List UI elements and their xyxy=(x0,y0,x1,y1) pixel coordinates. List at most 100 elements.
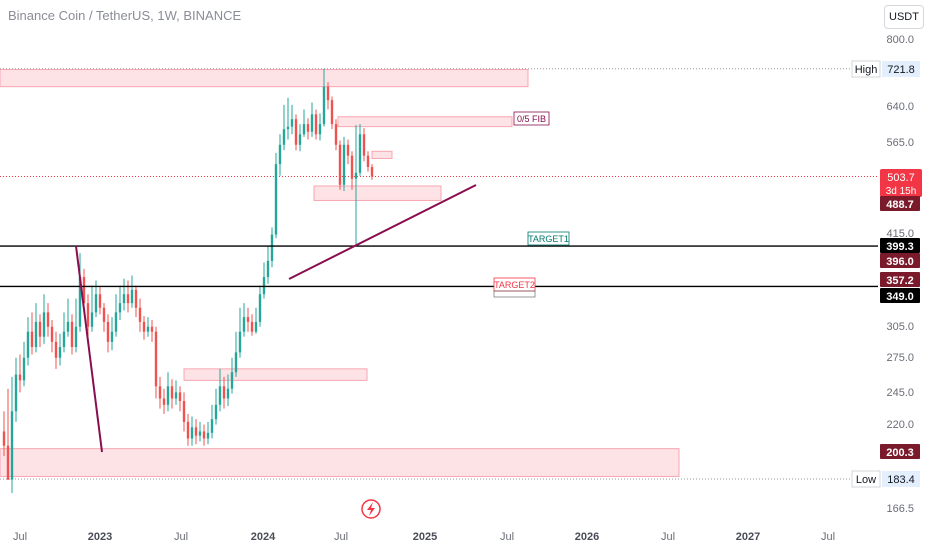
low-tag-value: 183.4 xyxy=(887,474,915,486)
x-tick-label: Jul xyxy=(334,531,348,543)
high-tag-caption: High xyxy=(855,64,878,76)
candle-body xyxy=(30,331,34,348)
candle-body xyxy=(274,164,278,235)
axis-layer: 800.0 640.0 565.0 415.0 305.0 275.0 245.0 220.0… xyxy=(13,34,914,543)
candle-body xyxy=(238,331,242,353)
candle-body xyxy=(326,86,330,101)
candle-body xyxy=(178,392,182,402)
candle-body xyxy=(102,307,106,322)
candle-body xyxy=(194,427,198,436)
x-tick-label: Jul xyxy=(500,531,514,543)
y-tick-label: 245.0 xyxy=(886,387,914,399)
candle-body xyxy=(118,303,122,313)
candle-body xyxy=(22,357,26,381)
candle-body xyxy=(322,86,326,125)
candle-body xyxy=(98,294,102,308)
high-tag-caption-box xyxy=(851,60,881,78)
fib-label: 0/5 FIB xyxy=(517,114,546,124)
candle-body xyxy=(242,317,246,332)
y-tick-label: 640.0 xyxy=(886,101,914,113)
fib-zone xyxy=(337,116,513,128)
low-tag-caption: Low xyxy=(856,474,876,486)
target1-label-box xyxy=(527,231,570,246)
candle-body xyxy=(226,388,230,399)
y-tick-label: 415.0 xyxy=(886,228,914,240)
y-tick-label: 166.5 xyxy=(886,503,914,515)
candle-body xyxy=(74,326,78,348)
price-tag: 396.0 xyxy=(886,256,914,268)
current-price-countdown: 3d 15h xyxy=(886,186,917,197)
lines-layer xyxy=(0,184,878,453)
price-tag: 488.7 xyxy=(886,199,914,211)
candle-body xyxy=(370,166,374,177)
top-resistance-zone xyxy=(0,69,529,88)
y-tick-label: 220.0 xyxy=(886,419,914,431)
candle-body xyxy=(46,312,50,327)
candle-body xyxy=(86,303,90,327)
candle-body xyxy=(50,326,54,342)
candles-layer xyxy=(2,68,374,494)
candle-body xyxy=(286,126,290,130)
candle-body xyxy=(338,144,342,185)
candle-body xyxy=(214,404,218,420)
candle-body xyxy=(346,144,350,156)
candle-body xyxy=(42,312,46,337)
target1-label: TARGET1 xyxy=(528,234,569,244)
candle-body xyxy=(122,294,126,304)
candle-body xyxy=(26,331,30,358)
candle-body xyxy=(334,124,338,145)
candle-body xyxy=(78,277,82,327)
y-tick-label: 305.0 xyxy=(886,321,914,333)
candle-body xyxy=(198,431,202,436)
candle-body xyxy=(10,411,14,480)
x-tick-label: 2025 xyxy=(413,531,437,543)
candle-body xyxy=(234,352,238,373)
candle-body xyxy=(306,124,310,132)
x-tick-label: Jul xyxy=(821,531,835,543)
candle-body xyxy=(166,386,170,405)
candle-body xyxy=(66,321,70,332)
candle-body xyxy=(210,419,214,433)
low-tag-value-box xyxy=(882,471,920,487)
candle-body xyxy=(6,445,10,480)
target2-label: TARGET2 xyxy=(494,280,535,290)
currency-button[interactable]: USDT xyxy=(884,5,924,29)
candle-body xyxy=(58,347,62,358)
bottom-zone xyxy=(0,448,680,477)
ascending-trendline xyxy=(288,184,477,280)
candle-body xyxy=(138,307,142,322)
y-tick-label: 565.0 xyxy=(886,137,914,149)
candle-body xyxy=(190,427,194,439)
candle-body xyxy=(366,155,370,167)
candle-body xyxy=(246,317,250,322)
candle-body xyxy=(62,331,66,348)
x-tick-label: 2024 xyxy=(251,531,276,543)
candle-body xyxy=(2,431,6,446)
labels-layer: 0/5 FIB TARGET1 TARGET2 xyxy=(493,111,570,298)
candle-body xyxy=(142,321,146,332)
y-tick-label: 800.0 xyxy=(886,34,914,46)
candle-body xyxy=(254,321,258,332)
candle-body xyxy=(54,341,58,358)
price-tag-box xyxy=(880,444,920,459)
x-tick-label: Jul xyxy=(174,531,188,543)
candle-body xyxy=(218,386,222,405)
candle-body xyxy=(158,386,162,399)
candle-body xyxy=(162,398,166,405)
candle-body xyxy=(206,432,210,439)
x-tick-label: 2023 xyxy=(88,531,112,543)
candle-body xyxy=(82,277,86,304)
candle-body xyxy=(250,321,254,332)
candle-body xyxy=(146,326,150,332)
price-tag-box xyxy=(880,253,920,268)
candle-body xyxy=(298,134,302,145)
candle-body xyxy=(90,312,94,327)
small-zone xyxy=(371,150,393,159)
x-tick-label: 2026 xyxy=(575,531,599,543)
chart-title: Binance Coin / TetherUS, 1W, BINANCE xyxy=(8,8,242,23)
x-tick-label: Jul xyxy=(661,531,675,543)
candle-body xyxy=(362,134,366,156)
price-tag: 399.3 xyxy=(886,241,914,253)
zones-layer xyxy=(0,69,680,477)
